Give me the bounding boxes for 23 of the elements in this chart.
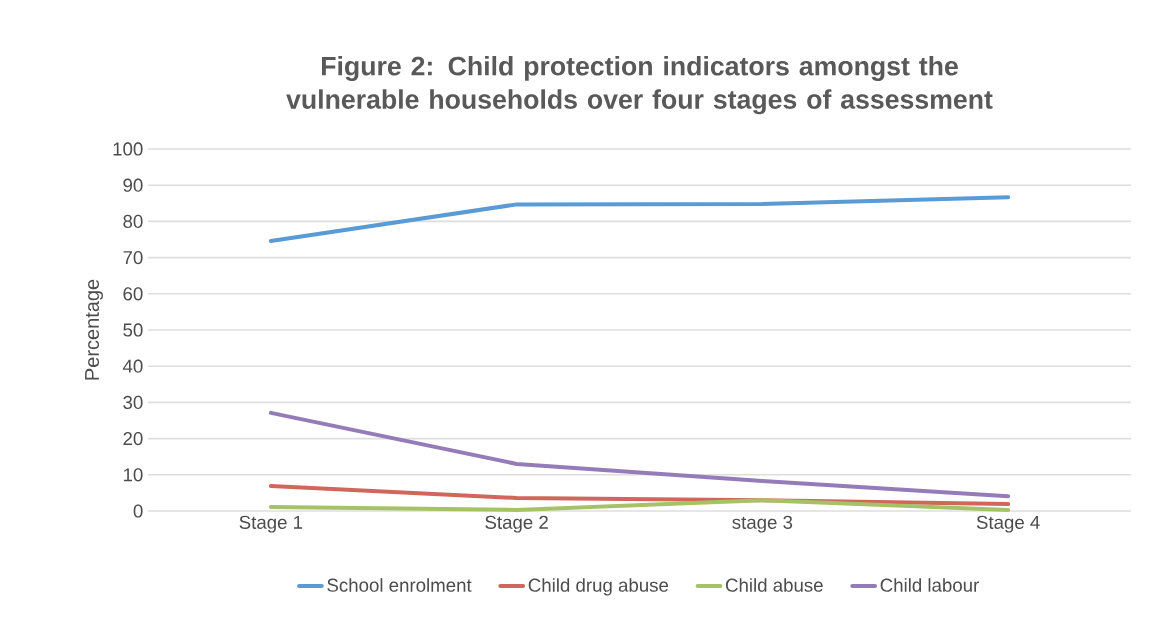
x-tick-label: Stage 1 bbox=[239, 515, 303, 533]
y-tick-label: 90 bbox=[123, 178, 143, 192]
y-tick-label: 30 bbox=[123, 395, 143, 410]
y-tick-label: 70 bbox=[123, 250, 143, 265]
y-tick-label: 100 bbox=[113, 142, 143, 156]
chart-title: Figure 2: Child protection indicators amongst the vulnerable households over four stages of assessment bbox=[286, 55, 993, 115]
x-tick-label: Stage 2 bbox=[485, 515, 548, 533]
line-series bbox=[268, 410, 1011, 499]
y-tick-label: 0 bbox=[133, 504, 143, 518]
legend-label: Child labour bbox=[880, 578, 979, 592]
line-series bbox=[268, 195, 1011, 243]
legend-label: Child drug abuse bbox=[528, 578, 669, 596]
legend-label: Child abuse bbox=[725, 578, 823, 592]
x-tick-label: Stage 4 bbox=[976, 515, 1040, 533]
legend-label: School enrolment bbox=[327, 578, 472, 592]
y-tick-label: 50 bbox=[123, 323, 143, 337]
y-tick-label: 10 bbox=[123, 468, 143, 482]
y-tick-label: 60 bbox=[123, 287, 143, 301]
y-axis-title: Percentage bbox=[85, 279, 103, 380]
y-tick-label: 40 bbox=[122, 359, 143, 373]
x-tick-label: stage 3 bbox=[732, 515, 793, 533]
y-tick-label: 80 bbox=[123, 214, 143, 229]
y-tick-label: 20 bbox=[123, 431, 143, 446]
